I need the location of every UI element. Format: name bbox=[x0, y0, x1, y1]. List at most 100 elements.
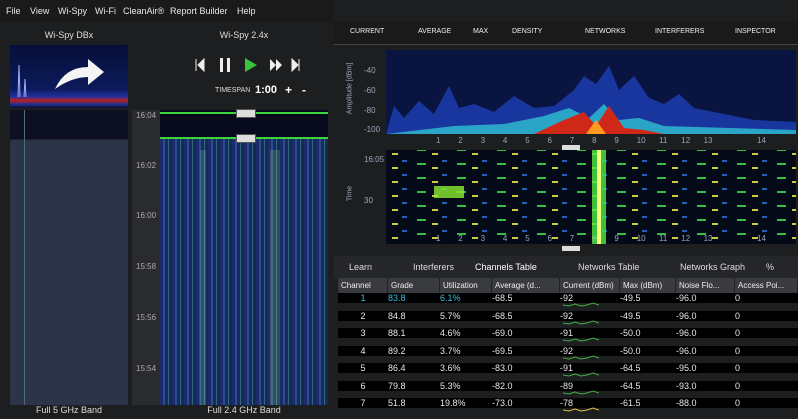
toolbar-button[interactable]: NETWORKS bbox=[585, 28, 626, 35]
channel-label: 4 bbox=[502, 136, 508, 145]
tab[interactable]: Channels Table bbox=[475, 262, 537, 272]
tab[interactable]: Networks Table bbox=[578, 262, 640, 272]
table-cell: -69.0 bbox=[492, 328, 560, 338]
arrow-icon bbox=[17, 59, 104, 98]
toolbar-button[interactable]: INTERFERERS bbox=[655, 28, 705, 35]
toolbar-button[interactable]: AVERAGE bbox=[418, 28, 452, 35]
table-cell: 83.8 bbox=[388, 293, 440, 303]
channel-cell: 6 bbox=[338, 380, 388, 391]
table-cell: -50.0 bbox=[620, 328, 676, 338]
sparkline bbox=[563, 407, 599, 412]
table-cell: -73.0 bbox=[492, 398, 560, 408]
table-cell: -50.0 bbox=[620, 345, 676, 356]
channel-label: 1 bbox=[436, 136, 441, 145]
table-cell: 5.3% bbox=[440, 380, 492, 391]
channel-label: 11 bbox=[659, 234, 668, 243]
tab[interactable]: Interferers bbox=[413, 262, 455, 272]
table-cell: -91 bbox=[560, 328, 620, 342]
table-cell: -92 bbox=[560, 345, 620, 360]
panel-title: Wi-Spy DBx bbox=[44, 30, 94, 40]
table-cell: 79.8 bbox=[388, 380, 440, 391]
panel-title: Wi-Spy 2.4x bbox=[219, 30, 269, 40]
table-cell: -83.0 bbox=[492, 363, 560, 373]
menu-item[interactable]: CleanAir® bbox=[123, 6, 165, 16]
menu-item[interactable]: Help bbox=[237, 6, 256, 16]
spectrum-view bbox=[386, 50, 796, 251]
table-cell: 5.7% bbox=[440, 310, 492, 321]
column-header[interactable]: Noise Flo... bbox=[676, 278, 735, 293]
panel-footer: Full 2.4 GHz Band bbox=[207, 405, 281, 415]
waterfall-5ghz bbox=[10, 110, 128, 405]
toolbar-button[interactable]: MAX bbox=[473, 28, 489, 35]
channel-label: 14 bbox=[757, 136, 766, 145]
time-axis bbox=[132, 110, 160, 405]
table-cell: 0 bbox=[735, 310, 798, 321]
channel-label: 8 bbox=[592, 234, 597, 243]
table-cell: 0 bbox=[735, 363, 798, 373]
table-cell: -78 bbox=[560, 398, 620, 412]
channel-label: 11 bbox=[659, 136, 668, 145]
tab[interactable]: % bbox=[766, 262, 775, 272]
menu-item[interactable]: File bbox=[6, 6, 21, 16]
table-cell: -68.5 bbox=[492, 310, 560, 321]
table-cell: 0 bbox=[735, 380, 798, 391]
time-label: 16:02 bbox=[136, 161, 157, 170]
playback-controls[interactable] bbox=[190, 55, 310, 75]
toolbar-button[interactable]: DENSITY bbox=[512, 28, 543, 35]
table-cell: -96.0 bbox=[676, 293, 735, 303]
table-cell: 51.8 bbox=[388, 398, 440, 408]
timespan-value: 1:00 bbox=[255, 84, 278, 96]
column-header[interactable]: Max (dBm) bbox=[620, 278, 676, 293]
time-label: 16:04 bbox=[136, 111, 157, 120]
y-tick-label: -80 bbox=[364, 106, 376, 115]
sparkline bbox=[563, 354, 599, 360]
table-cell: -82.0 bbox=[492, 380, 560, 391]
table-cell: 0 bbox=[735, 328, 798, 338]
table-cell: 0 bbox=[735, 398, 798, 408]
menu-item[interactable]: Report Builder bbox=[170, 6, 228, 16]
column-header[interactable]: Utilization bbox=[440, 278, 492, 293]
channel-cell: 3 bbox=[338, 328, 388, 338]
y-axis-label: Time bbox=[346, 185, 354, 202]
menu-item[interactable]: Wi-Fi bbox=[95, 6, 116, 16]
column-header[interactable]: Average (d... bbox=[492, 278, 560, 293]
menu-item[interactable]: View bbox=[30, 6, 50, 16]
channel-label: 3 bbox=[480, 136, 486, 145]
zoom-in[interactable]: + bbox=[285, 83, 293, 97]
table-cell: 86.4 bbox=[388, 363, 440, 373]
zoom-out[interactable]: - bbox=[302, 83, 306, 97]
channel-label: 6 bbox=[547, 136, 552, 145]
toolbar-button[interactable]: CURRENT bbox=[350, 28, 385, 35]
channel-label: 10 bbox=[636, 234, 646, 243]
table-cell: -96.0 bbox=[676, 328, 735, 338]
channel-label: 9 bbox=[614, 234, 619, 243]
tab[interactable]: Learn bbox=[349, 262, 373, 272]
tab-bar bbox=[334, 256, 798, 278]
column-header[interactable]: Access Poi... bbox=[735, 278, 798, 293]
channel-cell: 5 bbox=[338, 363, 388, 373]
column-header[interactable]: Channel bbox=[338, 278, 388, 293]
menu-item[interactable]: Wi-Spy bbox=[58, 6, 87, 16]
column-header[interactable]: Grade bbox=[388, 278, 440, 293]
channel-label: 3 bbox=[480, 234, 486, 243]
toolbar-button[interactable]: INSPECTOR bbox=[735, 28, 776, 35]
toolbar bbox=[334, 22, 798, 45]
channel-label: 5 bbox=[525, 234, 530, 243]
menu-bar: File View Wi-Spy Wi-Fi CleanAir® Report Build… bbox=[0, 0, 334, 22]
table-cell: -64.5 bbox=[620, 380, 676, 391]
tab[interactable]: Networks Graph bbox=[680, 262, 746, 272]
time-label: 15:56 bbox=[136, 313, 157, 322]
table-cell: -69.5 bbox=[492, 345, 560, 356]
y-tick-label: 16:05 bbox=[364, 155, 385, 164]
time-label: 16:00 bbox=[136, 211, 157, 220]
table-cell: -96.0 bbox=[676, 310, 735, 321]
column-header[interactable]: Current (dBm) bbox=[560, 278, 620, 293]
channel-label: 2 bbox=[458, 234, 463, 243]
sparkline bbox=[563, 337, 599, 342]
y-tick-label: -100 bbox=[364, 125, 381, 134]
thumbnail bbox=[10, 45, 128, 108]
table-cell: -89 bbox=[560, 380, 620, 395]
table-cell: -91 bbox=[560, 363, 620, 377]
table-cell: 88.1 bbox=[388, 328, 440, 338]
y-tick-label: -40 bbox=[364, 66, 376, 75]
